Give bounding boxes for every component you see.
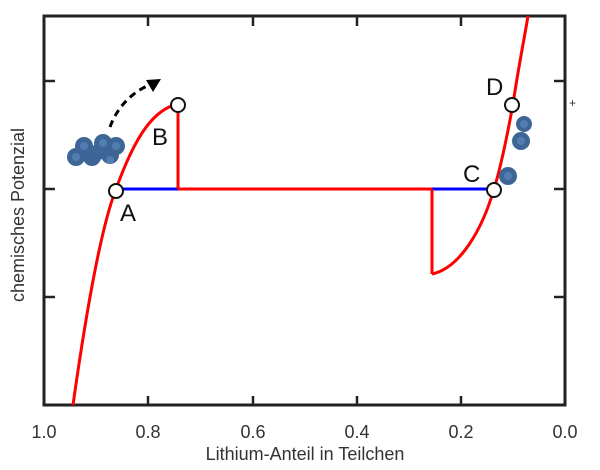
y-ticks bbox=[44, 79, 565, 299]
potential-curve bbox=[71, 15, 530, 406]
x-tick-1.0: 1.0 bbox=[31, 422, 56, 442]
plot-frame bbox=[42, 14, 567, 407]
arrow-head-icon bbox=[146, 79, 161, 92]
small-plus-mark: + bbox=[569, 96, 576, 110]
x-tick-0.6: 0.6 bbox=[240, 422, 265, 442]
point-D bbox=[504, 97, 520, 113]
x-tick-0.4: 0.4 bbox=[344, 422, 369, 442]
label-D: D bbox=[486, 74, 503, 101]
label-B: B bbox=[152, 124, 168, 151]
x-axis-label: Lithium-Anteil in Teilchen bbox=[206, 444, 405, 464]
x-tick-labels: 1.0 0.8 0.6 0.4 0.2 0.0 bbox=[31, 422, 577, 442]
x-ticks bbox=[146, 16, 463, 405]
label-A: A bbox=[120, 200, 136, 227]
x-tick-0.2: 0.2 bbox=[448, 422, 473, 442]
particle-cluster-left bbox=[67, 134, 125, 166]
x-tick-0.8: 0.8 bbox=[135, 422, 160, 442]
point-C bbox=[486, 182, 502, 198]
x-tick-0.0: 0.0 bbox=[552, 422, 577, 442]
point-B bbox=[170, 97, 186, 113]
label-C: C bbox=[463, 161, 480, 188]
marker-points bbox=[108, 97, 520, 199]
point-A bbox=[108, 183, 124, 199]
dashed-arrow bbox=[108, 82, 153, 128]
y-axis-label: chemisches Potenzial bbox=[8, 128, 28, 302]
